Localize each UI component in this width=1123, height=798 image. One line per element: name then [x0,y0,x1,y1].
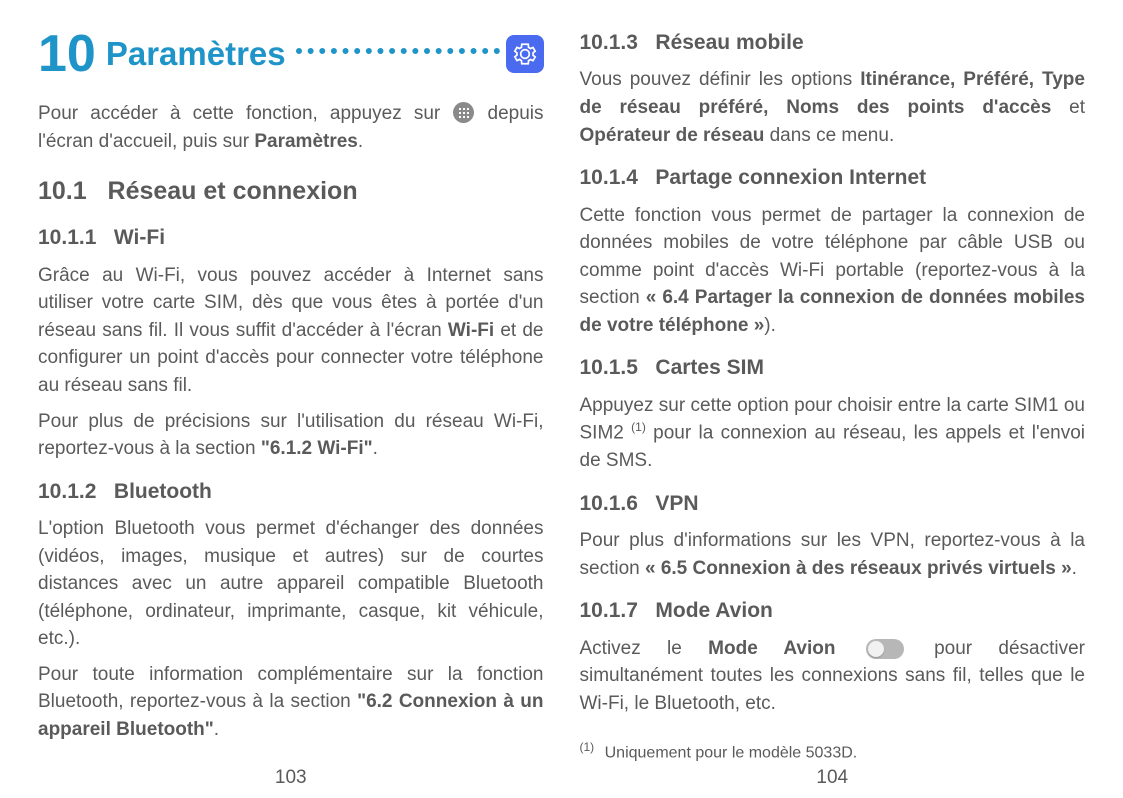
wifi-p1-bold: Wi-Fi [448,320,494,341]
heading-10-1-6-num: 10.1.6 [580,492,638,515]
air-bold: Mode Avion [708,638,835,659]
apps-drawer-icon [453,102,474,123]
sim-b: pour la connexion au réseau, les appels … [580,423,1086,472]
airplane-mode-paragraph: Activez le Mode Avion pour désactiver si… [580,635,1086,718]
intro-text-before: Pour accéder à cette fonction, appuyez s… [38,103,440,124]
heading-10-1-2-title: Bluetooth [114,480,212,503]
page-right: 10.1.3 Réseau mobile Vous pouvez définir… [562,28,1104,792]
footnote-1-text: Uniquement pour le modèle 5033D. [605,745,858,762]
bluetooth-paragraph-1: L'option Bluetooth vous permet d'échange… [38,515,544,653]
heading-10-1-6: 10.1.6 VPN [580,489,1086,519]
settings-icon [506,35,544,73]
heading-10-1-4-title: Partage connexion Internet [655,166,926,189]
page-left: 10 Paramètres Pour accéder à cette fonct… [20,28,562,792]
heading-10-1: 10.1 Réseau et connexion [38,173,544,209]
page-number-left: 103 [38,764,544,792]
heading-10-1-3-title: Réseau mobile [655,31,803,54]
heading-10-1-num: 10.1 [38,177,87,205]
tether-bold: « 6.4 Partager la connexion de données m… [580,287,1086,336]
heading-10-1-7-title: Mode Avion [655,599,772,622]
vpn-bold: « 6.5 Connexion à des réseaux privés vir… [645,558,1072,579]
mobile-mid: et [1051,97,1085,118]
heading-10-1-6-title: VPN [655,492,698,515]
heading-10-1-1-title: Wi-Fi [114,226,165,249]
chapter-leader-dots [296,48,500,54]
tethering-paragraph: Cette fonction vous permet de partager l… [580,202,1086,340]
wifi-paragraph-1: Grâce au Wi-Fi, vous pouvez accéder à In… [38,262,544,400]
mobile-b: dans ce menu. [764,125,894,146]
heading-10-1-7: 10.1.7 Mode Avion [580,596,1086,626]
heading-10-1-1: 10.1.1 Wi-Fi [38,223,544,253]
page-number-right: 104 [580,764,1086,792]
footnote-1: (1) Uniquement pour le modèle 5033D. [580,739,1086,765]
wifi-p2-bold: "6.1.2 Wi-Fi" [261,438,373,459]
chapter-title: Paramètres [106,30,286,78]
heading-10-1-title: Réseau et connexion [108,177,358,205]
heading-10-1-2-num: 10.1.2 [38,480,96,503]
heading-10-1-4-num: 10.1.4 [580,166,638,189]
mobile-a: Vous pouvez définir les options [580,69,861,90]
heading-10-1-1-num: 10.1.1 [38,226,96,249]
intro-settings-label: Paramètres [254,131,358,152]
chapter-number: 10 [38,28,96,80]
bluetooth-paragraph-2: Pour toute information complémentaire su… [38,661,544,744]
heading-10-1-3-num: 10.1.3 [580,31,638,54]
sim-footnote-ref: (1) [631,420,646,434]
footnote-1-marker: (1) [580,740,595,754]
wifi-paragraph-2: Pour plus de précisions sur l'utilisatio… [38,408,544,463]
heading-10-1-3: 10.1.3 Réseau mobile [580,28,1086,58]
intro-paragraph: Pour accéder à cette fonction, appuyez s… [38,100,544,155]
heading-10-1-4: 10.1.4 Partage connexion Internet [580,163,1086,193]
mobile-network-paragraph: Vous pouvez définir les options Itinéran… [580,66,1086,149]
heading-10-1-2: 10.1.2 Bluetooth [38,477,544,507]
heading-10-1-5-num: 10.1.5 [580,356,638,379]
heading-10-1-5-title: Cartes SIM [655,356,764,379]
air-a: Activez le [580,638,709,659]
airplane-mode-toggle-icon [866,639,904,659]
mobile-bold2: Opérateur de réseau [580,125,765,146]
vpn-paragraph: Pour plus d'informations sur les VPN, re… [580,527,1086,582]
chapter-header: 10 Paramètres [38,28,544,80]
tether-b: ). [764,315,776,336]
heading-10-1-5: 10.1.5 Cartes SIM [580,353,1086,383]
sim-paragraph: Appuyez sur cette option pour choisir en… [580,392,1086,475]
heading-10-1-7-num: 10.1.7 [580,599,638,622]
document-spread: 10 Paramètres Pour accéder à cette fonct… [0,0,1123,798]
